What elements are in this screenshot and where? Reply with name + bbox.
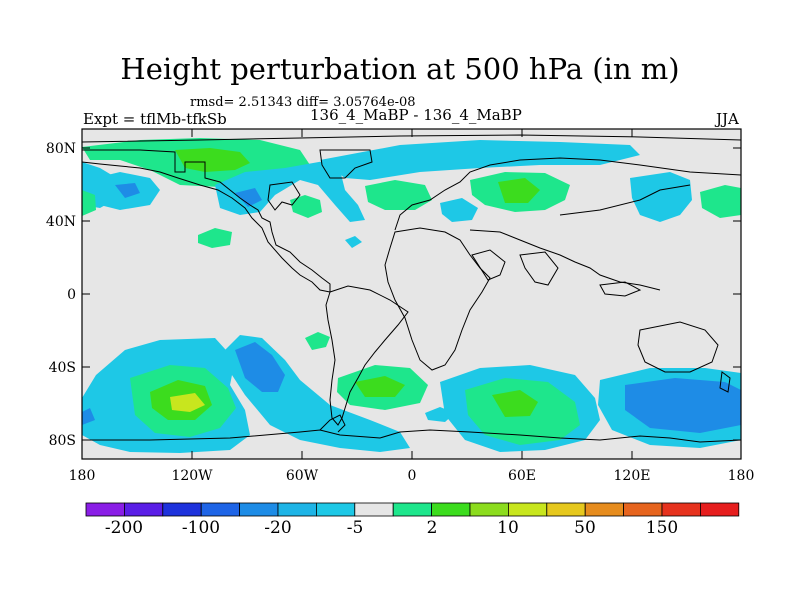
lon-tick-label: 60E	[508, 468, 536, 484]
contour-negative-strong	[625, 378, 741, 433]
colorbar-label: 50	[574, 518, 596, 538]
coastline-south-america	[325, 285, 409, 426]
colorbar-box	[277, 502, 317, 517]
colorbar-box	[392, 502, 433, 517]
contour-positive	[198, 228, 232, 248]
lat-tick-label: 0	[67, 287, 76, 303]
contour-positive	[305, 332, 330, 350]
colorbar-box	[584, 502, 625, 517]
contour-negative	[345, 236, 362, 248]
contour-positive-strong	[355, 376, 405, 397]
colorbar-label: 10	[497, 518, 519, 538]
colorbar	[85, 502, 740, 517]
colorbar-label: -20	[264, 518, 291, 538]
contour-negative-strong	[82, 408, 95, 425]
map-title: Height perturbation at 500 hPa (in m)	[120, 52, 680, 86]
contour-negative	[440, 198, 478, 222]
coastline-europe	[394, 157, 741, 231]
coastline-indonesia	[599, 281, 642, 297]
contour-negative-strong	[235, 188, 262, 207]
contour-positive-strong	[492, 390, 538, 417]
colorbar-labels: -200 -100 -20 -5 2 10 50 150	[105, 518, 678, 538]
lat-tick-label: 80N	[46, 141, 76, 157]
contour-negative-strong	[235, 342, 285, 392]
stats-label: rmsd= 2.51343 diff= 3.05764e-08	[190, 95, 416, 110]
coastline-india	[519, 251, 559, 286]
contour-positive-stronger	[170, 393, 205, 412]
lon-tick-label: 120E	[614, 468, 651, 484]
contour-negative	[630, 172, 692, 222]
contour-positive	[290, 195, 322, 218]
colorbar-label: -100	[182, 518, 220, 538]
colorbar-label: 150	[646, 518, 678, 538]
colorbar-box	[354, 502, 394, 517]
contour-positive	[82, 190, 96, 216]
coastline-antarctica	[82, 429, 741, 443]
colorbar-box	[661, 502, 701, 517]
colorbar-box	[85, 502, 125, 517]
experiment-name-label: 136_4_MaBP - 136_4_MaBP	[310, 106, 522, 124]
contour-positive-strong	[498, 178, 540, 203]
lat-tick-label: 80S	[49, 433, 76, 449]
colorbar-box	[200, 502, 240, 517]
lon-tick-label: 0	[408, 468, 417, 484]
lat-tick-label: 40S	[49, 360, 76, 376]
lon-tick-label: 60W	[286, 468, 319, 484]
coastlines	[82, 134, 741, 443]
colorbar-label: 2	[427, 518, 438, 538]
experiment-label: Expt = tflMb-tfkSb	[83, 110, 227, 128]
coastline-hudson	[267, 181, 301, 211]
coastline-new-zealand	[719, 371, 731, 393]
colorbar-box	[162, 502, 202, 517]
contour-positive	[700, 185, 741, 218]
colorbar-box	[239, 502, 279, 517]
contour-positive-strong	[175, 148, 250, 172]
coastline-antarctic-peninsula	[319, 414, 346, 433]
contour-negative	[320, 140, 640, 180]
season-label: JJA	[716, 110, 739, 128]
lon-tick-label: 120W	[171, 468, 213, 484]
colorbar-box	[700, 502, 740, 517]
coastline-arctic	[82, 134, 741, 143]
colorbar-box	[546, 502, 586, 517]
colorbar-box	[124, 502, 164, 517]
lon-tick-label: 180	[69, 468, 96, 484]
coastline-australia	[637, 321, 719, 373]
colorbar-box	[431, 502, 471, 517]
contour-positive	[365, 180, 432, 210]
colorbar-box	[469, 502, 509, 517]
colorbar-label: -5	[347, 518, 364, 538]
colorbar-box	[315, 502, 356, 517]
coastline-greenland	[319, 149, 373, 179]
colorbar-box	[507, 502, 548, 517]
lat-tick-label: 40N	[46, 214, 76, 230]
colorbar-box	[623, 502, 663, 517]
lon-tick-labels: 180 120W 60W 0 60E 120E 180	[69, 468, 755, 484]
coastline-north-america	[82, 149, 331, 293]
coastline-arabia	[471, 249, 506, 281]
lat-tick-labels: 80N 40N 0 40S 80S	[46, 141, 76, 449]
axis-ticks	[81, 129, 741, 459]
contour-negative-strong	[115, 183, 140, 198]
colorbar-label: -200	[105, 518, 143, 538]
coastline-africa	[384, 227, 491, 371]
lon-tick-label: 180	[728, 468, 755, 484]
